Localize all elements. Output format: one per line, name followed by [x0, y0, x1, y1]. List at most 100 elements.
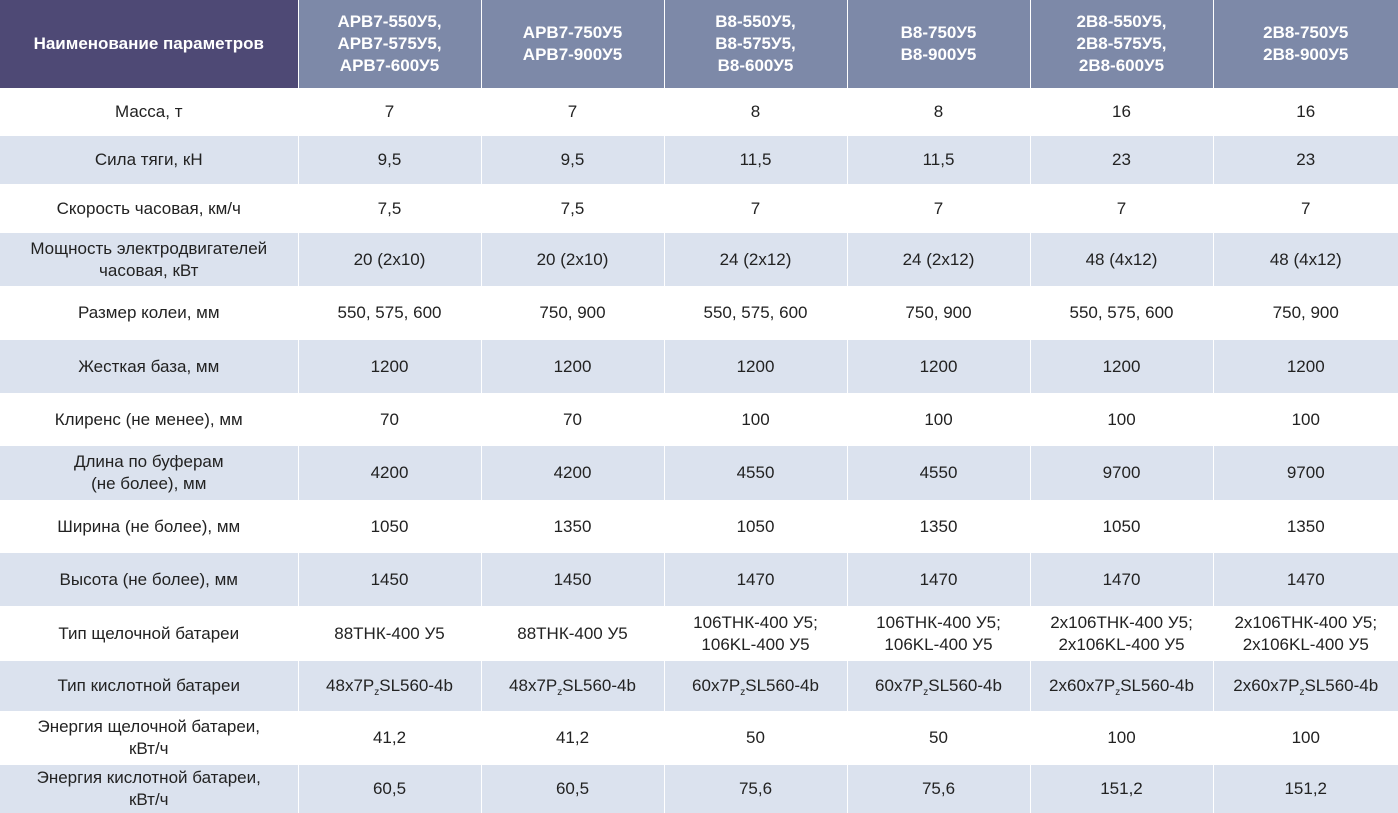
table-cell: 88ТНК-400 У5: [480, 606, 664, 661]
table-cell: 8: [846, 88, 1030, 136]
table-cell: 100: [1212, 393, 1398, 446]
table-cell: 48х7PzSL560-4b: [297, 661, 481, 711]
table-cell: 11,5: [663, 136, 847, 184]
row-label: Масса, т: [0, 88, 298, 136]
table-cell: 7: [1029, 184, 1213, 233]
table-cell: 4550: [846, 446, 1030, 500]
table-cell: 48х7PzSL560-4b: [480, 661, 664, 711]
table-cell: 1350: [846, 500, 1030, 553]
table-cell: 2х106ТНК-400 У5; 2х106KL-400 У5: [1212, 606, 1398, 661]
table-cell: 2х106ТНК-400 У5; 2х106KL-400 У5: [1029, 606, 1213, 661]
table-cell: 1350: [1212, 500, 1398, 553]
table-cell: 1470: [1029, 553, 1213, 606]
row-label: Высота (не более), мм: [0, 553, 298, 606]
table-cell: 60,5: [297, 765, 481, 813]
table-cell: 60,5: [480, 765, 664, 813]
table-cell: 1050: [297, 500, 481, 553]
table-cell: 9,5: [480, 136, 664, 184]
row-label: Сила тяги, кН: [0, 136, 298, 184]
table-row: Ширина (не более), мм 1050 1350 1050 1350 105…: [0, 500, 1398, 553]
table-cell: 4200: [480, 446, 664, 500]
table-cell: 75,6: [846, 765, 1030, 813]
table-cell: 1050: [663, 500, 847, 553]
table-row: Мощность электродвигателей часовая, кВт 2…: [0, 233, 1398, 286]
table-row: Клиренс (не менее), мм 70 70 100 100 100 100: [0, 393, 1398, 446]
table-cell: 1200: [1212, 340, 1398, 393]
table-cell: 750, 900: [846, 286, 1030, 340]
table-cell: 23: [1029, 136, 1213, 184]
table-row: Тип кислотной батареи 48х7PzSL560-4b 48х7P…: [0, 661, 1398, 711]
table-cell: 11,5: [846, 136, 1030, 184]
table-cell: 1350: [480, 500, 664, 553]
table-cell: 20 (2х10): [480, 233, 664, 286]
table-cell: 106ТНК-400 У5; 106KL-400 У5: [663, 606, 847, 661]
table-cell: 88ТНК-400 У5: [297, 606, 481, 661]
model-column-header: 2В8-750У5 2В8-900У5: [1212, 0, 1398, 88]
table-cell: 50: [846, 711, 1030, 765]
table-row: Сила тяги, кН 9,5 9,5 11,5 11,5 23 23: [0, 136, 1398, 184]
table-cell: 1470: [846, 553, 1030, 606]
model-column-header: 2В8-550У5, 2В8-575У5, 2В8-600У5: [1029, 0, 1213, 88]
table-cell: 100: [663, 393, 847, 446]
row-label: Ширина (не более), мм: [0, 500, 298, 553]
table-cell: 16: [1212, 88, 1398, 136]
table-cell: 7,5: [480, 184, 664, 233]
table-cell: 9,5: [297, 136, 481, 184]
table-row: Энергия щелочной батареи, кВт/ч 41,2 41,2 5…: [0, 711, 1398, 765]
table-cell: 7: [846, 184, 1030, 233]
row-label: Клиренс (не менее), мм: [0, 393, 298, 446]
param-column-header: Наименование параметров: [0, 0, 298, 88]
table-cell: 16: [1029, 88, 1213, 136]
table-row: Масса, т 7 7 8 8 16 16: [0, 88, 1398, 136]
table-cell: 70: [297, 393, 481, 446]
table-row: Скорость часовая, км/ч 7,5 7,5 7 7 7 7: [0, 184, 1398, 233]
table-row: Длина по буферам (не более), мм 4200 4200 4…: [0, 446, 1398, 500]
table-cell: 41,2: [480, 711, 664, 765]
table-cell: 4200: [297, 446, 481, 500]
table-cell: 1200: [480, 340, 664, 393]
table-cell: 60х7PzSL560-4b: [846, 661, 1030, 711]
table-cell: 60х7PzSL560-4b: [663, 661, 847, 711]
table-cell: 7: [1212, 184, 1398, 233]
table-header-row: Наименование параметров АРВ7-550У5, АРВ7…: [0, 0, 1398, 88]
table-row: Энергия кислотной батареи, кВт/ч 60,5 60,5…: [0, 765, 1398, 813]
table-cell: 2х60х7PzSL560-4b: [1029, 661, 1213, 711]
table-cell: 550, 575, 600: [1029, 286, 1213, 340]
row-label: Размер колеи, мм: [0, 286, 298, 340]
table-cell: 7: [297, 88, 481, 136]
model-column-header: АРВ7-750У5 АРВ7-900У5: [480, 0, 664, 88]
table-cell: 750, 900: [480, 286, 664, 340]
table-cell: 550, 575, 600: [297, 286, 481, 340]
row-label: Энергия щелочной батареи, кВт/ч: [0, 711, 298, 765]
table-cell: 23: [1212, 136, 1398, 184]
table-cell: 1200: [663, 340, 847, 393]
table-cell: 4550: [663, 446, 847, 500]
table-cell: 100: [1029, 711, 1213, 765]
table-cell: 48 (4х12): [1029, 233, 1213, 286]
table-cell: 1200: [846, 340, 1030, 393]
row-label: Мощность электродвигателей часовая, кВт: [0, 233, 298, 286]
table-cell: 8: [663, 88, 847, 136]
table-cell: 50: [663, 711, 847, 765]
table-cell: 7: [480, 88, 664, 136]
row-label: Жесткая база, мм: [0, 340, 298, 393]
row-label: Скорость часовая, км/ч: [0, 184, 298, 233]
row-label: Тип кислотной батареи: [0, 661, 298, 711]
table-cell: 1200: [297, 340, 481, 393]
table-cell: 100: [1212, 711, 1398, 765]
table-cell: 24 (2х12): [663, 233, 847, 286]
table-cell: 151,2: [1212, 765, 1398, 813]
table-cell: 106ТНК-400 У5; 106KL-400 У5: [846, 606, 1030, 661]
table-cell: 2х60х7PzSL560-4b: [1212, 661, 1398, 711]
table-row: Размер колеи, мм 550, 575, 600 750, 900 550…: [0, 286, 1398, 340]
row-label: Длина по буферам (не более), мм: [0, 446, 298, 500]
table-cell: 9700: [1212, 446, 1398, 500]
table-cell: 20 (2х10): [297, 233, 481, 286]
table-row: Высота (не более), мм 1450 1450 1470 1470 147…: [0, 553, 1398, 606]
table-cell: 550, 575, 600: [663, 286, 847, 340]
table-cell: 1470: [663, 553, 847, 606]
table-cell: 1450: [480, 553, 664, 606]
table-cell: 7,5: [297, 184, 481, 233]
table-cell: 100: [846, 393, 1030, 446]
